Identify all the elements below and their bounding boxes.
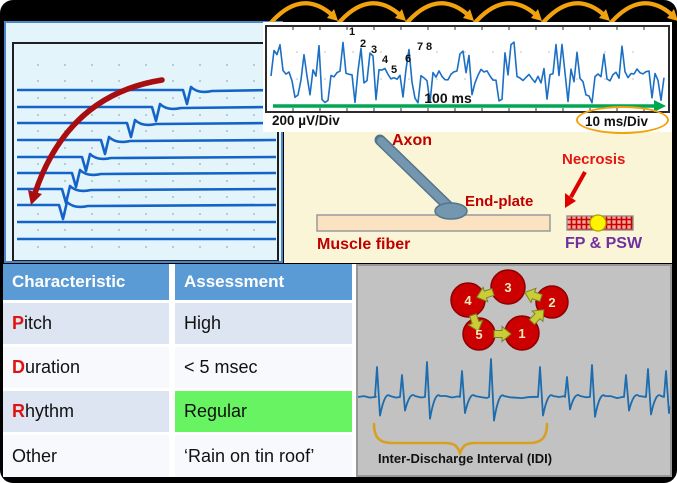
- hop-arcs: [266, 0, 677, 27]
- trace-rack-border: [12, 42, 279, 261]
- endplate-diagram-panel: Axon End-plate Muscle fiber Necrosis FP …: [284, 132, 672, 263]
- axon-label: Axon: [392, 132, 432, 149]
- table-cell-duration-assessment: < 5 msec: [175, 347, 352, 388]
- table-cell-other-assessment: ‘Rain on tin roof’: [175, 435, 352, 477]
- necrosis-arrow: [569, 171, 587, 198]
- cycle-node-label: 2: [548, 295, 555, 310]
- time-span-label: 100 ms: [424, 90, 472, 106]
- timebase-arrow-head: [654, 100, 666, 112]
- cell-text: Other: [12, 445, 58, 466]
- cycle-node-label: 1: [518, 326, 525, 341]
- progression-arrow: [32, 77, 165, 196]
- idi-brace: [372, 422, 549, 457]
- emg-trace-rack-panel: [4, 21, 283, 263]
- fp-psw-label: FP & PSW: [565, 235, 643, 252]
- cell-text: uration: [25, 357, 81, 377]
- cycle-node-3: [490, 269, 526, 305]
- endplate-graphic: [316, 134, 634, 232]
- hop-arcs-graphic: [266, 1, 677, 27]
- muscle-fiber-bar: [316, 214, 551, 232]
- cell-text: hythm: [25, 401, 75, 421]
- sweep-speed-highlight-ellipse: [576, 106, 669, 134]
- idi-label: Inter-Discharge Interval (IDI): [378, 451, 553, 466]
- peak-number-label: 3: [371, 44, 378, 56]
- table-gap: [352, 264, 356, 477]
- gain-label: 200 µV/Div: [272, 113, 340, 128]
- cycle-node-label: 3: [504, 280, 511, 295]
- cycle-node-numbers: 1 2 3 4 5: [464, 280, 555, 342]
- discharge-cycle-panel: 1 2 3 4 5 Inter-Discharge Interval (IDI): [356, 264, 672, 477]
- necrosis-label: Necrosis: [562, 151, 626, 168]
- trace-rack-graphic: [12, 42, 279, 261]
- endplate-bulb: [434, 202, 468, 220]
- red-initial: P: [12, 313, 25, 333]
- peak-number-label: 2: [360, 38, 367, 50]
- cycle-graphic: 1 2 3 4 5: [358, 269, 670, 457]
- peak-number-label: 1: [349, 26, 356, 38]
- fibrillation-traces: [17, 85, 277, 241]
- emg-scope-panel: 1 2 3 4 5 6 7 8 100 ms 200 µV/Div 10 ms/…: [263, 22, 672, 132]
- red-initial: R: [12, 401, 25, 421]
- axon-rod: [377, 137, 451, 209]
- scope-waveform: [270, 41, 665, 104]
- idi-trace: [358, 358, 670, 422]
- red-initial: D: [12, 357, 25, 377]
- progression-arrow-head: [28, 190, 42, 205]
- scope-grid-ticks: [292, 27, 645, 111]
- peak-number-label: 4: [382, 54, 389, 66]
- table-cell-other: Other: [3, 435, 169, 477]
- table-cell-pitch-assessment: High: [175, 303, 352, 344]
- cell-text: itch: [24, 313, 53, 333]
- peak-number-label: 8: [426, 41, 433, 53]
- cycle-node-label: 5: [475, 327, 482, 342]
- muscle-fiber-label: Muscle fiber: [317, 236, 411, 253]
- peak-number-label: 6: [405, 53, 412, 65]
- necrosis-dot: [589, 214, 607, 232]
- table-cell-rhythm-assessment: Regular: [175, 391, 352, 432]
- peak-number-label: 7: [417, 41, 424, 53]
- scope-graphic: [265, 25, 670, 113]
- table-header-characteristic: Characteristic: [3, 264, 169, 300]
- cycle-node-label: 4: [464, 293, 472, 308]
- peak-number-label: 5: [391, 64, 398, 76]
- table-header-assessment: Assessment: [175, 264, 352, 300]
- necrosis-arrow-head: [565, 193, 576, 208]
- end-plate-label: End-plate: [465, 193, 534, 210]
